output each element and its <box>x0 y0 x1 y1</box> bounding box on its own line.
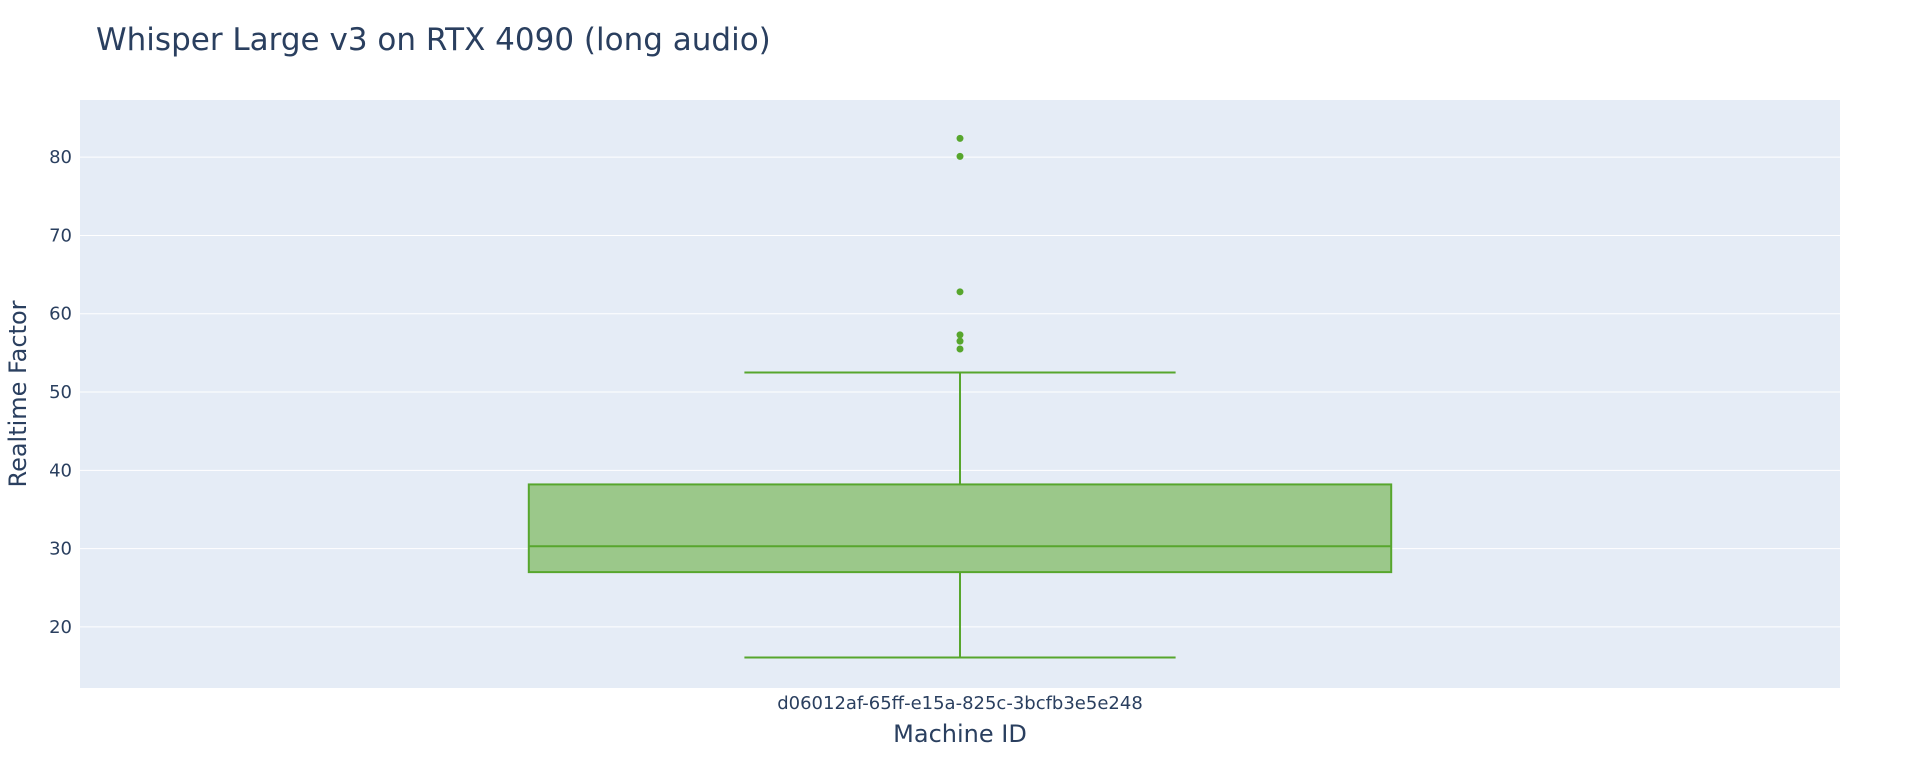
iqr-box <box>529 484 1391 572</box>
outlier-point <box>957 153 964 160</box>
y-tick-label: 30 <box>49 539 72 560</box>
y-tick-label: 70 <box>49 225 72 246</box>
y-axis-title: Realtime Factor <box>4 300 32 487</box>
chart-title: Whisper Large v3 on RTX 4090 (long audio… <box>96 22 771 58</box>
x-tick-labels: d06012af-65ff-e15a-825c-3bcfb3e5e248 <box>777 693 1143 714</box>
y-tick-label: 60 <box>49 304 72 325</box>
x-axis-title: Machine ID <box>893 720 1027 748</box>
outlier-point <box>957 135 964 142</box>
outlier-point <box>957 338 964 345</box>
y-tick-label: 80 <box>49 147 72 168</box>
y-tick-label: 40 <box>49 460 72 481</box>
outlier-point <box>957 331 964 338</box>
x-tick-label: d06012af-65ff-e15a-825c-3bcfb3e5e248 <box>777 693 1143 714</box>
outlier-point <box>957 345 964 352</box>
y-tick-label: 50 <box>49 382 72 403</box>
outlier-point <box>957 288 964 295</box>
y-tick-label: 20 <box>49 617 72 638</box>
y-tick-labels: 20 30 40 50 60 70 80 <box>49 147 72 638</box>
